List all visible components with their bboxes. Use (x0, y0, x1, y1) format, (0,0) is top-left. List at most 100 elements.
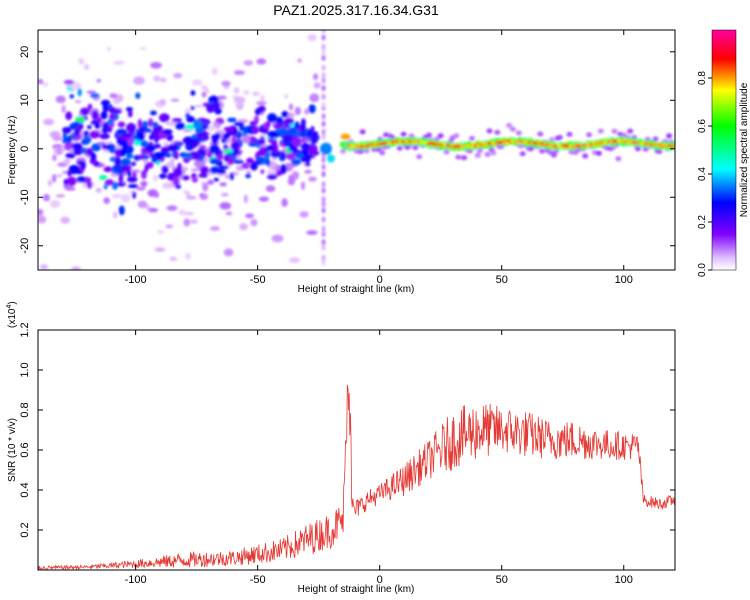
spectrogram-cluster (144, 164, 149, 173)
spectrogram-speckle (221, 80, 231, 87)
spectrogram-halo (506, 122, 513, 128)
spectrogram-speckle (47, 179, 52, 187)
spectrogram-halo (474, 152, 481, 158)
spectrogram-cluster (257, 156, 262, 162)
spectrogram-cluster (193, 152, 201, 161)
spectrogram-cluster (284, 117, 294, 125)
spectrogram-speckle (157, 230, 165, 234)
spectrogram-speckle (63, 158, 71, 165)
spectrogram-halo (461, 155, 468, 161)
spectrogram-halo (396, 145, 403, 151)
spectrogram-speckle (210, 226, 221, 231)
spectrogram-speckle (137, 200, 148, 209)
snr-series-line (38, 384, 675, 570)
spectrogram-cluster (99, 174, 108, 180)
spectrogram-cluster (120, 158, 131, 167)
spectrogram-cluster (285, 152, 296, 160)
spectrogram-cluster (116, 128, 128, 135)
spectrogram-speckle (201, 91, 207, 98)
spectrogram-cluster (135, 131, 145, 141)
spectrogram-cluster (108, 145, 116, 154)
spectrogram-cluster (132, 171, 137, 179)
spectrogram-stripe (321, 244, 326, 251)
spectrogram-stripe (321, 72, 326, 79)
spectrogram-speckle (287, 177, 296, 186)
spectrogram-cluster (118, 205, 125, 216)
spectrogram-speckle (106, 47, 112, 51)
spectrogram-speckle (199, 193, 204, 198)
spectrogram-speckle (191, 79, 203, 86)
spectrogram-cluster (91, 143, 101, 152)
spectrogram-stripe (321, 48, 326, 55)
spectrogram-halo (494, 129, 501, 135)
spectrogram-x-tick-label: 0 (377, 274, 383, 286)
spectrogram-stripe (321, 254, 326, 261)
spectrogram-cluster (116, 182, 126, 187)
spectrogram-speckle (185, 195, 197, 200)
spectrogram-cluster (188, 141, 198, 149)
spectrogram-cluster (69, 94, 75, 99)
spectrogram-cluster (193, 119, 203, 130)
spectrogram-cluster (64, 142, 73, 151)
spectrogram-halo (490, 150, 497, 156)
spectrogram-stripe (321, 239, 326, 246)
spectrogram-cluster (307, 146, 316, 153)
spectrogram-speckle (294, 106, 302, 116)
spectrogram-cluster (249, 135, 255, 143)
spectrogram-speckle (258, 196, 270, 202)
spectrogram-speckle (133, 76, 145, 85)
spectrogram-cluster (207, 152, 213, 159)
spectrogram-speckle (190, 168, 200, 172)
spectrogram-cluster (62, 126, 72, 134)
spectrogram-cluster (140, 140, 149, 148)
spectrogram-speckle (304, 169, 312, 174)
spectrogram-cluster (254, 108, 262, 116)
spectrogram-cluster (65, 111, 73, 121)
spectrogram-stripe (321, 216, 326, 223)
colorbar: 0.0 0.2 0.4 0.6 0.8 Normalized spectral ampl… (697, 29, 750, 277)
spectrogram-cluster (227, 117, 237, 123)
spectrogram-speckle (163, 141, 169, 146)
spectrogram-cluster (127, 110, 133, 118)
spectrogram-line-core (672, 143, 675, 147)
spectrogram-stripe (321, 77, 326, 84)
spectrogram-cluster (266, 158, 271, 167)
spectrogram-cluster (223, 149, 234, 154)
spectrogram-speckle (233, 87, 240, 94)
spectrogram-halo (572, 150, 579, 156)
spectrogram-speckle (52, 135, 63, 141)
spectrogram-speckle (42, 194, 51, 202)
spectrogram-halo (519, 151, 526, 157)
spectrogram-cluster (186, 115, 195, 123)
spectrogram-cluster (266, 173, 278, 180)
spectrogram-cluster (299, 131, 307, 138)
spectrogram-x-tick-label: 100 (615, 274, 633, 286)
spectrogram-cluster (223, 144, 229, 150)
spectrogram-cluster (257, 148, 268, 157)
spectrogram-cluster (63, 79, 75, 85)
spectrogram-speckle (183, 189, 189, 195)
spectrogram-peak (340, 133, 351, 140)
spectrogram-stripe (321, 101, 326, 108)
spectrogram-speckle (245, 213, 254, 219)
spectrogram-speckle (297, 58, 303, 63)
spectrogram-cluster (79, 123, 84, 130)
spectrogram-speckle (49, 200, 61, 209)
spectrogram-halo (515, 130, 522, 136)
spectrogram-cluster (233, 121, 245, 126)
spectrogram-cluster (267, 130, 279, 139)
snr-panel: -100 -50 0 50 100 0.2 0.4 0.6 0.8 1.0 1.2 Height … (6, 301, 676, 595)
spectrogram-cluster (173, 150, 179, 160)
spectrogram-cluster (125, 153, 134, 159)
spectrogram-cluster (223, 126, 234, 132)
spectrogram-cluster (127, 184, 139, 189)
spectrogram-marks (38, 30, 675, 270)
spectrogram-speckle (206, 179, 215, 185)
spectrogram-speckle (204, 157, 209, 163)
spectrogram-speckle (291, 171, 300, 180)
spectrogram-stripe (321, 171, 326, 178)
spectrogram-cluster (127, 170, 132, 177)
spectrogram-halo (615, 156, 622, 162)
spectrogram-cluster (135, 92, 141, 99)
